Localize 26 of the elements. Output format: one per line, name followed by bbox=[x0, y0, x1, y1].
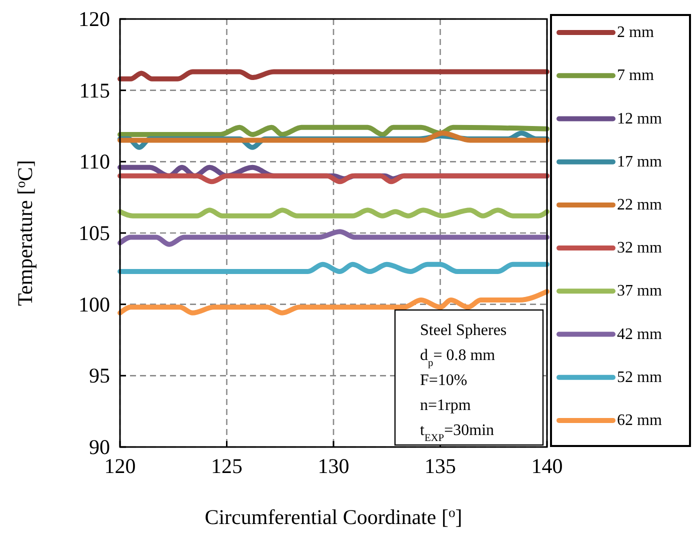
legend-label: 7 mm bbox=[617, 67, 654, 84]
x-tick-label: 135 bbox=[424, 454, 456, 478]
y-tick-label: 120 bbox=[78, 7, 110, 31]
annotation: Steel Spheres bbox=[420, 322, 507, 339]
legend-label: 62 mm bbox=[617, 412, 662, 429]
legend-label: 42 mm bbox=[617, 326, 662, 343]
legend-label: 32 mm bbox=[617, 240, 662, 257]
y-tick-label: 95 bbox=[89, 364, 110, 388]
y-tick-label: 105 bbox=[78, 221, 110, 245]
legend-label: 17 mm bbox=[617, 153, 662, 170]
y-tick-label: 115 bbox=[79, 78, 110, 102]
annotation: t$_{EXP}$=30min bbox=[420, 422, 494, 444]
annotation: n=1rpm bbox=[420, 397, 472, 414]
legend-label: 22 mm bbox=[617, 196, 662, 214]
x-tick-label: 130 bbox=[318, 454, 350, 478]
annotation: F=10% bbox=[420, 372, 468, 389]
y-tick-label: 110 bbox=[79, 150, 110, 174]
annotation: d$_{p}$= 0.8 mm bbox=[420, 347, 496, 368]
x-tick-label: 125 bbox=[211, 454, 242, 478]
legend-label: 2 mm bbox=[617, 24, 654, 42]
x-axis-title: Circumferential Coordinate [$^{o}$] bbox=[204, 504, 462, 529]
x-tick-label: 140 bbox=[531, 454, 563, 478]
legend-label: 37 mm bbox=[617, 282, 662, 300]
legend-label: 12 mm bbox=[617, 110, 662, 128]
y-tick-label: 100 bbox=[78, 292, 110, 316]
legend-label: 52 mm bbox=[617, 368, 662, 386]
